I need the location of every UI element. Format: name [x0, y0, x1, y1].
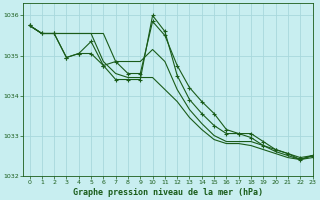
X-axis label: Graphe pression niveau de la mer (hPa): Graphe pression niveau de la mer (hPa) [73, 188, 263, 197]
